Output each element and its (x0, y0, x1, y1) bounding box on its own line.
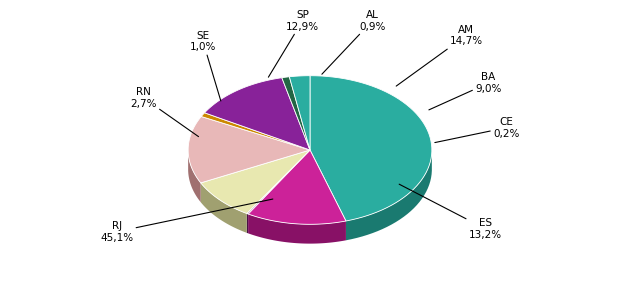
Polygon shape (247, 214, 248, 233)
Polygon shape (282, 77, 310, 150)
Polygon shape (248, 214, 346, 244)
Polygon shape (202, 113, 310, 150)
Text: RJ
45,1%: RJ 45,1% (100, 199, 273, 242)
Text: RN
2,7%: RN 2,7% (130, 87, 198, 136)
Polygon shape (188, 116, 310, 183)
Text: CE
0,2%: CE 0,2% (435, 117, 520, 142)
Text: ES
13,2%: ES 13,2% (399, 184, 502, 240)
Polygon shape (201, 183, 247, 233)
Polygon shape (290, 76, 310, 150)
Polygon shape (248, 150, 346, 224)
Polygon shape (188, 149, 201, 202)
Polygon shape (205, 78, 310, 150)
Text: AL
0,9%: AL 0,9% (322, 10, 386, 74)
Text: BA
9,0%: BA 9,0% (429, 72, 502, 110)
Polygon shape (201, 150, 310, 214)
Polygon shape (310, 76, 432, 221)
Polygon shape (247, 150, 310, 214)
Text: SE
1,0%: SE 1,0% (190, 31, 221, 101)
Text: AM
14,7%: AM 14,7% (396, 25, 482, 86)
Polygon shape (346, 152, 432, 240)
Text: SP
12,9%: SP 12,9% (268, 10, 319, 77)
